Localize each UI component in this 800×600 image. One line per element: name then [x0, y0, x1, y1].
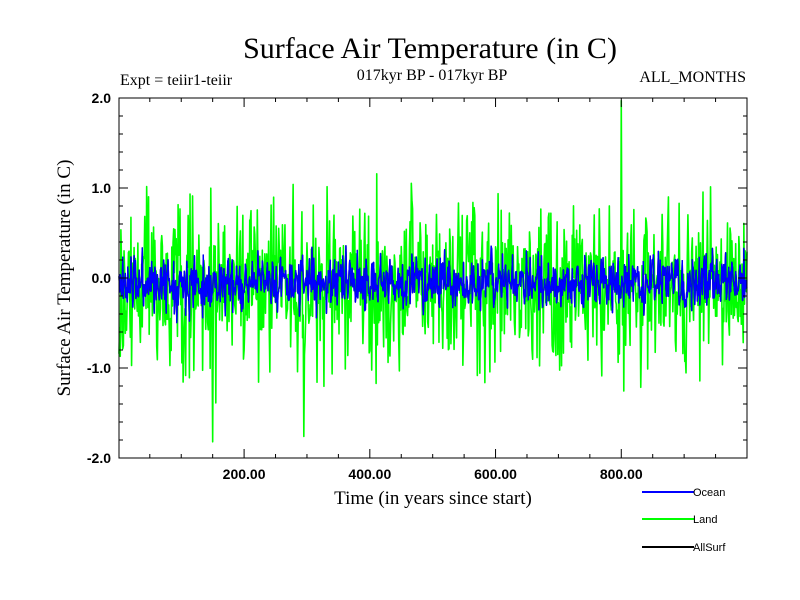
- experiment-label: Expt = teiir1-teiir: [120, 72, 233, 89]
- x-tick-label: 600.00: [474, 466, 517, 482]
- y-axis-label: Surface Air Temperature (in C): [54, 160, 75, 397]
- axes-layer: -2.0 -1.0 0.0 1.0 2.0 200.00 400.00 600.00 800.0…: [87, 90, 747, 482]
- y-tick-label: -1.0: [87, 360, 111, 376]
- period-label: 017kyr BP - 017kyr BP: [357, 67, 508, 84]
- y-tick-label: 0.0: [92, 270, 112, 286]
- x-tick-label: 800.00: [600, 466, 643, 482]
- y-tick-label: 1.0: [92, 180, 112, 196]
- legend-label-land: Land: [693, 514, 717, 526]
- y-tick-label: -2.0: [87, 450, 111, 466]
- series-line-ocean: [118, 245, 748, 324]
- chart-title: Surface Air Temperature (in C): [243, 32, 617, 65]
- legend-label-allsurf: AllSurf: [693, 542, 726, 554]
- x-axis-label: Time (in years since start): [334, 488, 532, 509]
- x-tick-label: 400.00: [348, 466, 391, 482]
- legend-label-ocean: Ocean: [693, 487, 725, 499]
- legend: Ocean Land AllSurf: [642, 487, 726, 554]
- x-tick-label: 200.00: [223, 466, 266, 482]
- series-layer: [118, 99, 748, 443]
- months-label: ALL_MONTHS: [639, 69, 746, 86]
- y-tick-label: 2.0: [92, 90, 112, 106]
